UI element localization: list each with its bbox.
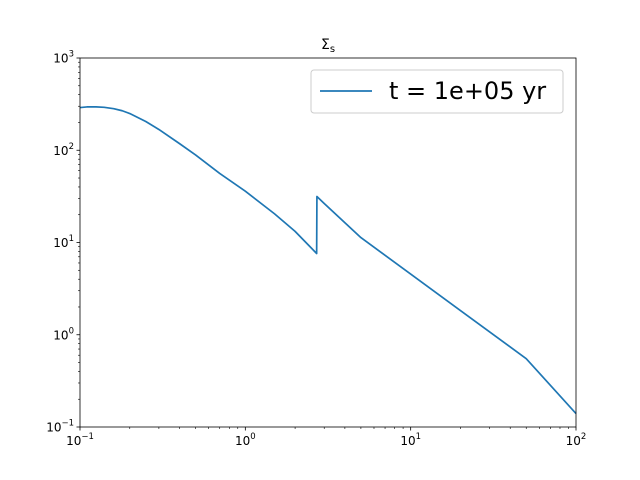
x-tick-label: 102: [566, 432, 587, 448]
y-tick-label: 100: [53, 326, 74, 342]
legend-box: [310, 69, 564, 114]
y-tick-label: 103: [53, 50, 74, 66]
y-tick-label: 10−1: [46, 419, 74, 435]
x-tick-label: 100: [235, 432, 256, 448]
x-tick-label: 101: [400, 432, 421, 448]
y-tick-label: 101: [53, 234, 74, 250]
series-line-0: [79, 106, 577, 415]
y-tick-label: 102: [53, 142, 74, 158]
x-tick-label: 10−1: [66, 432, 94, 448]
legend: t = 1e+05 yr: [310, 69, 564, 114]
chart-title: Σs: [321, 37, 335, 55]
legend-label: t = 1e+05 yr: [389, 77, 546, 105]
plot-area: 10−1 100 101 102 10−1 100 101 102 103: [46, 50, 586, 449]
